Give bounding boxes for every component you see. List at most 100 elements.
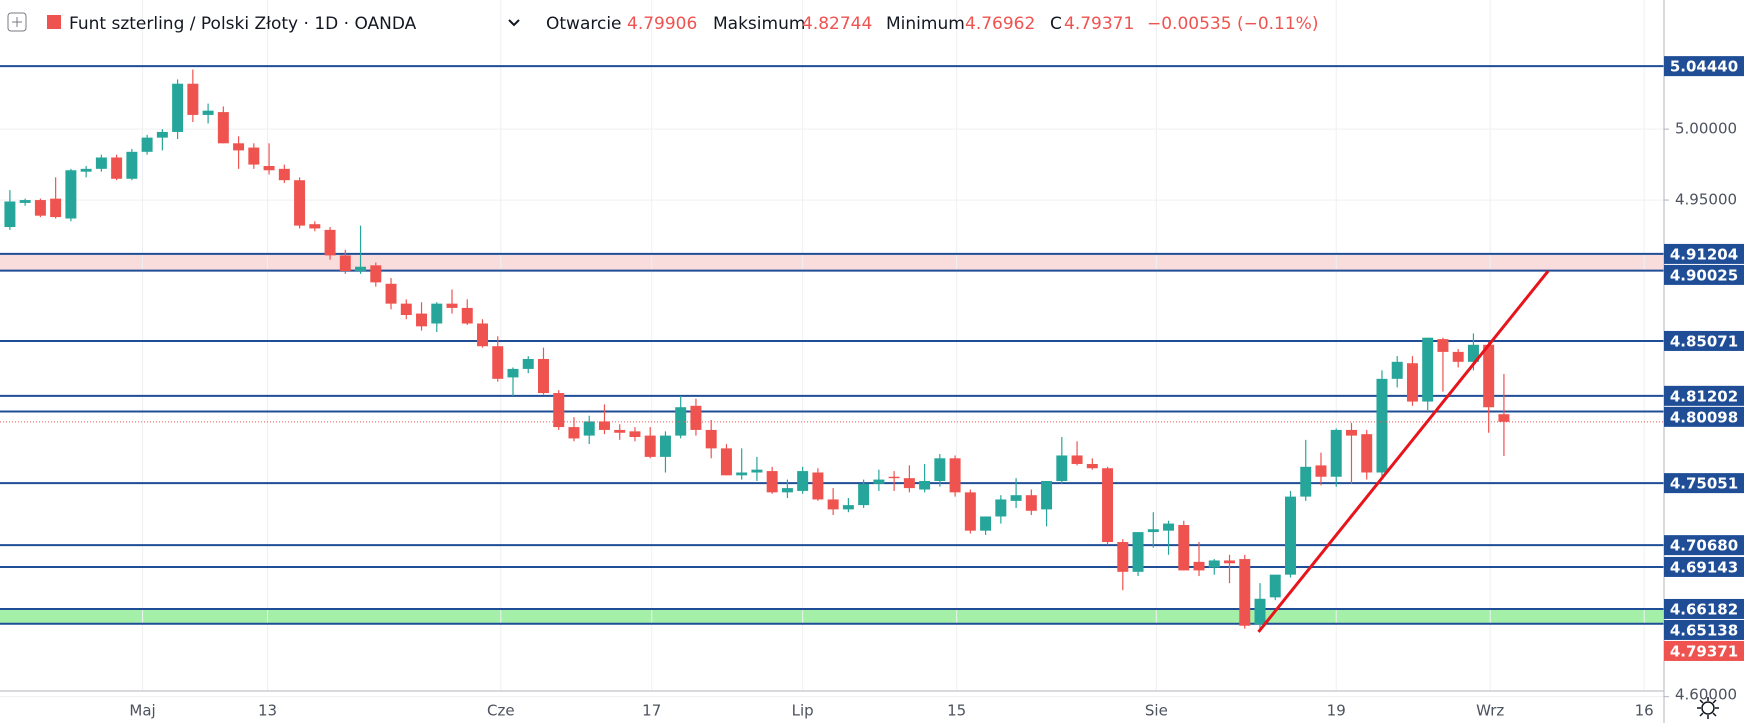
candle-body — [736, 472, 748, 476]
candle-body — [4, 201, 16, 228]
candle-body — [1239, 559, 1251, 626]
candle-body — [1147, 529, 1159, 533]
candle-body — [431, 303, 443, 324]
level-label: 4.75051 — [1670, 475, 1738, 493]
candle-body — [812, 472, 824, 500]
candle-body — [1483, 344, 1495, 408]
settings-circle — [1701, 701, 1715, 715]
candle-body — [294, 180, 306, 226]
candle-body — [1193, 561, 1205, 571]
x-tick-label: Maj — [129, 702, 155, 720]
candle-body — [1025, 495, 1037, 511]
x-tick-label: 15 — [947, 702, 966, 720]
level-label: 4.66182 — [1670, 600, 1738, 618]
level-label-box — [1664, 535, 1744, 556]
candle-body — [1330, 429, 1342, 477]
zone — [0, 253, 1664, 271]
level-label-box — [1664, 473, 1744, 494]
dropdown-chevron[interactable] — [508, 19, 520, 27]
add-symbol-icon[interactable] — [7, 12, 27, 32]
candle-body — [842, 505, 854, 510]
level-label-box — [1664, 243, 1744, 264]
candle-body — [919, 481, 931, 490]
x-tick-label: Sie — [1145, 702, 1168, 720]
level-label: 4.70680 — [1670, 537, 1738, 555]
candle-body — [339, 255, 351, 272]
candle-body — [1117, 542, 1129, 572]
candle-body — [1086, 463, 1098, 469]
candle-body — [309, 224, 321, 229]
x-tick-label: Cze — [487, 702, 515, 720]
candle-body — [766, 471, 778, 493]
candle-body — [583, 421, 595, 436]
candle-body — [1163, 523, 1175, 531]
level-label: 4.69143 — [1670, 558, 1738, 576]
candle-body — [1102, 468, 1114, 543]
candle-body — [80, 168, 92, 172]
candle-body — [751, 469, 763, 473]
level-label-box — [1664, 56, 1744, 77]
candle-body — [385, 283, 397, 304]
candle-body — [1452, 351, 1464, 362]
settings-icon[interactable] — [1697, 697, 1719, 719]
y-tick-label: 5.00000 — [1675, 120, 1737, 138]
candle-body — [95, 157, 107, 169]
candle-body — [507, 368, 519, 378]
level-label-box — [1664, 330, 1744, 351]
candle-body — [690, 405, 702, 430]
y-tick-label: 4.60000 — [1675, 686, 1737, 704]
candle-body — [995, 499, 1007, 517]
last-price-label: 4.79371 — [1670, 642, 1738, 660]
candle-body — [1376, 378, 1388, 473]
level-label: 4.65138 — [1670, 621, 1738, 639]
candle-body — [858, 483, 870, 506]
candle-body — [65, 170, 77, 219]
candle-body — [248, 147, 260, 165]
candle-body — [1224, 560, 1236, 564]
change-value: −0.00535 (−0.11%) — [1147, 14, 1318, 34]
candle-body — [598, 421, 610, 430]
candle-body — [126, 151, 138, 179]
candle-body — [355, 266, 367, 272]
candle-body — [1071, 455, 1083, 464]
symbol-title[interactable]: Funt szterling / Polski Złoty · 1D · OAN… — [69, 14, 417, 34]
level-label-box — [1664, 598, 1744, 619]
candle-body — [934, 458, 946, 482]
candle-body — [659, 435, 671, 457]
x-tick-label: Lip — [792, 702, 814, 720]
candle-body — [1300, 466, 1312, 497]
candle-body — [797, 471, 809, 491]
trendline — [1257, 270, 1550, 633]
candle-body — [446, 303, 458, 308]
candle-body — [1178, 524, 1190, 571]
candle-body — [1345, 429, 1357, 436]
x-tick-label: Wrz — [1476, 702, 1504, 720]
level-label-box — [1664, 619, 1744, 640]
candle-body — [964, 492, 976, 531]
candle-body — [1254, 598, 1266, 625]
candle-body — [187, 83, 199, 115]
candle-body — [34, 200, 46, 216]
y-tick-label: 4.95000 — [1675, 191, 1737, 209]
candle-body — [1498, 414, 1510, 422]
candle-body — [1132, 532, 1144, 572]
x-tick-label: 13 — [258, 702, 277, 720]
candle-body — [19, 200, 31, 203]
candle-body — [1391, 361, 1403, 379]
candle-body — [720, 448, 732, 476]
candle-body — [873, 479, 885, 484]
level-label: 5.04440 — [1670, 58, 1738, 76]
low-label: Minimum — [886, 14, 965, 34]
candle-body — [156, 131, 168, 138]
x-tick-label: 19 — [1327, 702, 1346, 720]
level-label: 4.90025 — [1670, 266, 1738, 284]
candle-body — [614, 429, 626, 433]
candle-body — [537, 358, 549, 394]
candle-body — [1056, 455, 1068, 482]
open-label: Otwarcie — [546, 14, 622, 34]
candle-body — [903, 478, 915, 489]
last-price-label-box — [1664, 640, 1744, 661]
candle-body — [324, 229, 336, 256]
candle-body — [416, 313, 428, 327]
